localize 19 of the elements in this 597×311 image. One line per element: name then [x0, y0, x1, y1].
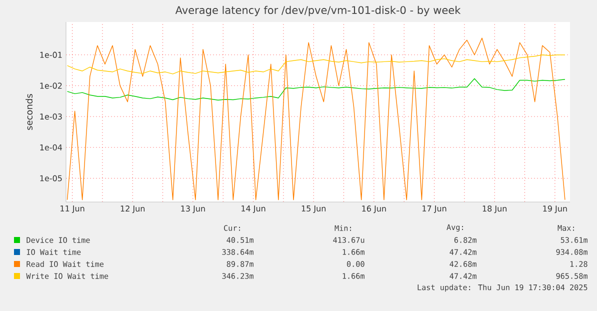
x-tick-label: 13 Jun [181, 206, 205, 214]
x-tick-label: 11 Jun [60, 206, 84, 213]
y-tick-label: 1e-02 [40, 82, 62, 89]
line-series [66, 54, 566, 74]
x-tick-label: 17 Jun [422, 206, 446, 213]
x-tick-label: 15 Jun [302, 206, 326, 213]
x-tick-label: 16 Jun [362, 206, 386, 214]
x-tick-label: 12 Jun [120, 206, 145, 214]
chart-title: Average latency for /dev/pve/vm-101-disk-0 - by week [175, 6, 461, 16]
y-tick-label: 1e-04 [40, 144, 62, 150]
x-tick-label: 19 Jun [543, 206, 567, 214]
y-axis-title: seconds [26, 94, 33, 130]
y-tick-label: 1e-05 [40, 175, 62, 182]
y-tick-label: 1e-01 [40, 52, 62, 58]
x-tick-label: 14 Jun [242, 206, 266, 213]
line-series [66, 38, 566, 200]
x-tick-label: 18 Jun [482, 206, 507, 214]
line-series [66, 78, 566, 101]
y-tick-label: 1e-03 [40, 114, 62, 120]
